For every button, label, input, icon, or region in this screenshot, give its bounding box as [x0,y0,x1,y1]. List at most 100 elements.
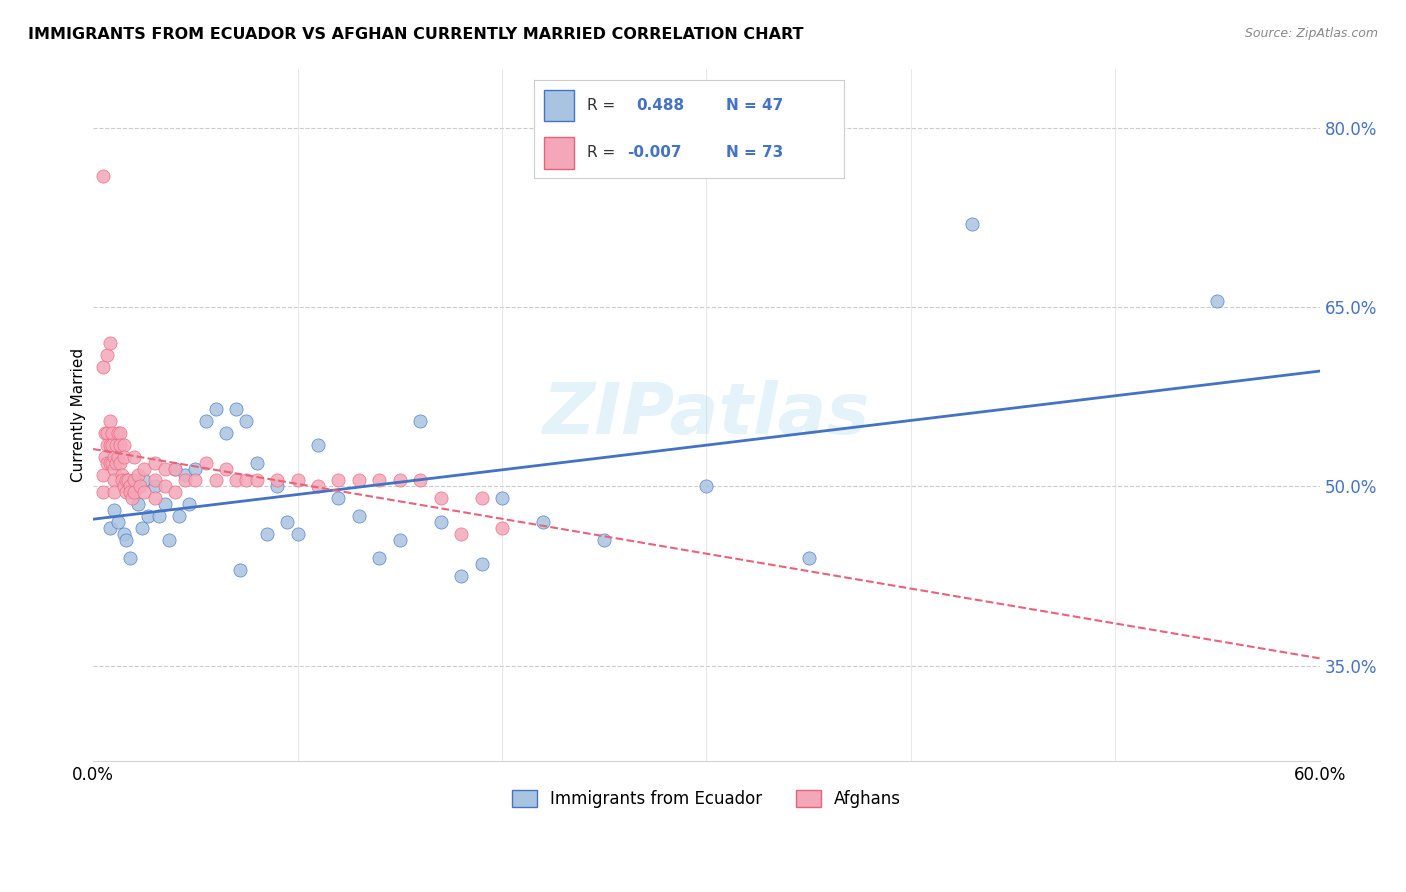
Point [368,551,391,566]
Point [104,456,127,470]
Point [108,425,131,440]
Point [107,450,129,464]
Point [129,479,152,493]
Point [122,485,145,500]
Point [98,437,121,451]
Point [429,491,451,506]
Point [100,456,122,470]
Point [153,461,176,475]
Point [103,485,125,500]
Point [960,217,983,231]
Point [143,474,166,488]
Point [153,479,176,493]
Point [205,401,228,416]
Point [266,479,288,493]
Point [174,474,197,488]
Point [127,467,149,482]
Point [215,461,238,475]
Point [122,450,145,464]
Point [103,450,125,464]
Point [266,474,288,488]
Text: IMMIGRANTS FROM ECUADOR VS AFGHAN CURRENTLY MARRIED CORRELATION CHART: IMMIGRANTS FROM ECUADOR VS AFGHAN CURREN… [28,27,804,42]
Point [107,425,129,440]
Point [157,533,180,548]
Point [215,425,238,440]
Point [138,509,160,524]
Point [93,359,115,374]
Point [225,474,247,488]
Point [347,474,370,488]
Point [287,474,309,488]
Point [134,474,156,488]
Point [94,450,117,464]
Point [184,461,207,475]
Point [409,414,432,428]
Point [235,414,257,428]
Point [347,509,370,524]
Point [450,569,472,583]
Point [112,437,135,451]
Point [194,414,217,428]
Point [246,474,269,488]
Point [131,521,153,535]
Point [470,557,492,571]
Point [115,485,138,500]
Point [143,479,166,493]
Point [103,503,125,517]
Point [429,515,451,529]
Point [93,485,115,500]
Point [174,467,197,482]
Text: N = 47: N = 47 [725,98,783,113]
Text: ZIPatlas: ZIPatlas [543,380,870,450]
Y-axis label: Currently Married: Currently Married [72,348,86,482]
Point [107,515,129,529]
Point [108,456,131,470]
Point [118,485,141,500]
Point [163,461,186,475]
Point [368,474,391,488]
Point [205,474,228,488]
Point [127,497,149,511]
Point [118,479,141,493]
Point [100,425,122,440]
Point [409,474,432,488]
Point [103,461,125,475]
Point [115,533,138,548]
Point [167,509,190,524]
Point [100,437,122,451]
Point [96,425,118,440]
Point [491,521,513,535]
Point [388,474,411,488]
Point [96,456,118,470]
Text: N = 73: N = 73 [725,145,783,161]
Point [235,474,257,488]
Point [96,437,118,451]
Point [122,474,145,488]
Point [153,497,176,511]
Point [111,467,134,482]
Point [115,474,138,488]
Point [112,450,135,464]
Point [593,533,616,548]
Point [256,527,278,541]
Point [328,474,350,488]
Point [143,491,166,506]
Point [184,474,207,488]
Point [491,491,513,506]
Point [1206,294,1229,309]
Point [98,456,121,470]
Point [112,527,135,541]
Bar [544,137,575,169]
Point [148,509,170,524]
Point [229,563,252,577]
Text: R =: R = [586,145,614,161]
Point [470,491,492,506]
Point [531,515,554,529]
Point [179,497,201,511]
Point [121,491,143,506]
Point [118,551,141,566]
Point [143,456,166,470]
Point [94,425,117,440]
Point [98,414,121,428]
Text: Source: ZipAtlas.com: Source: ZipAtlas.com [1244,27,1378,40]
